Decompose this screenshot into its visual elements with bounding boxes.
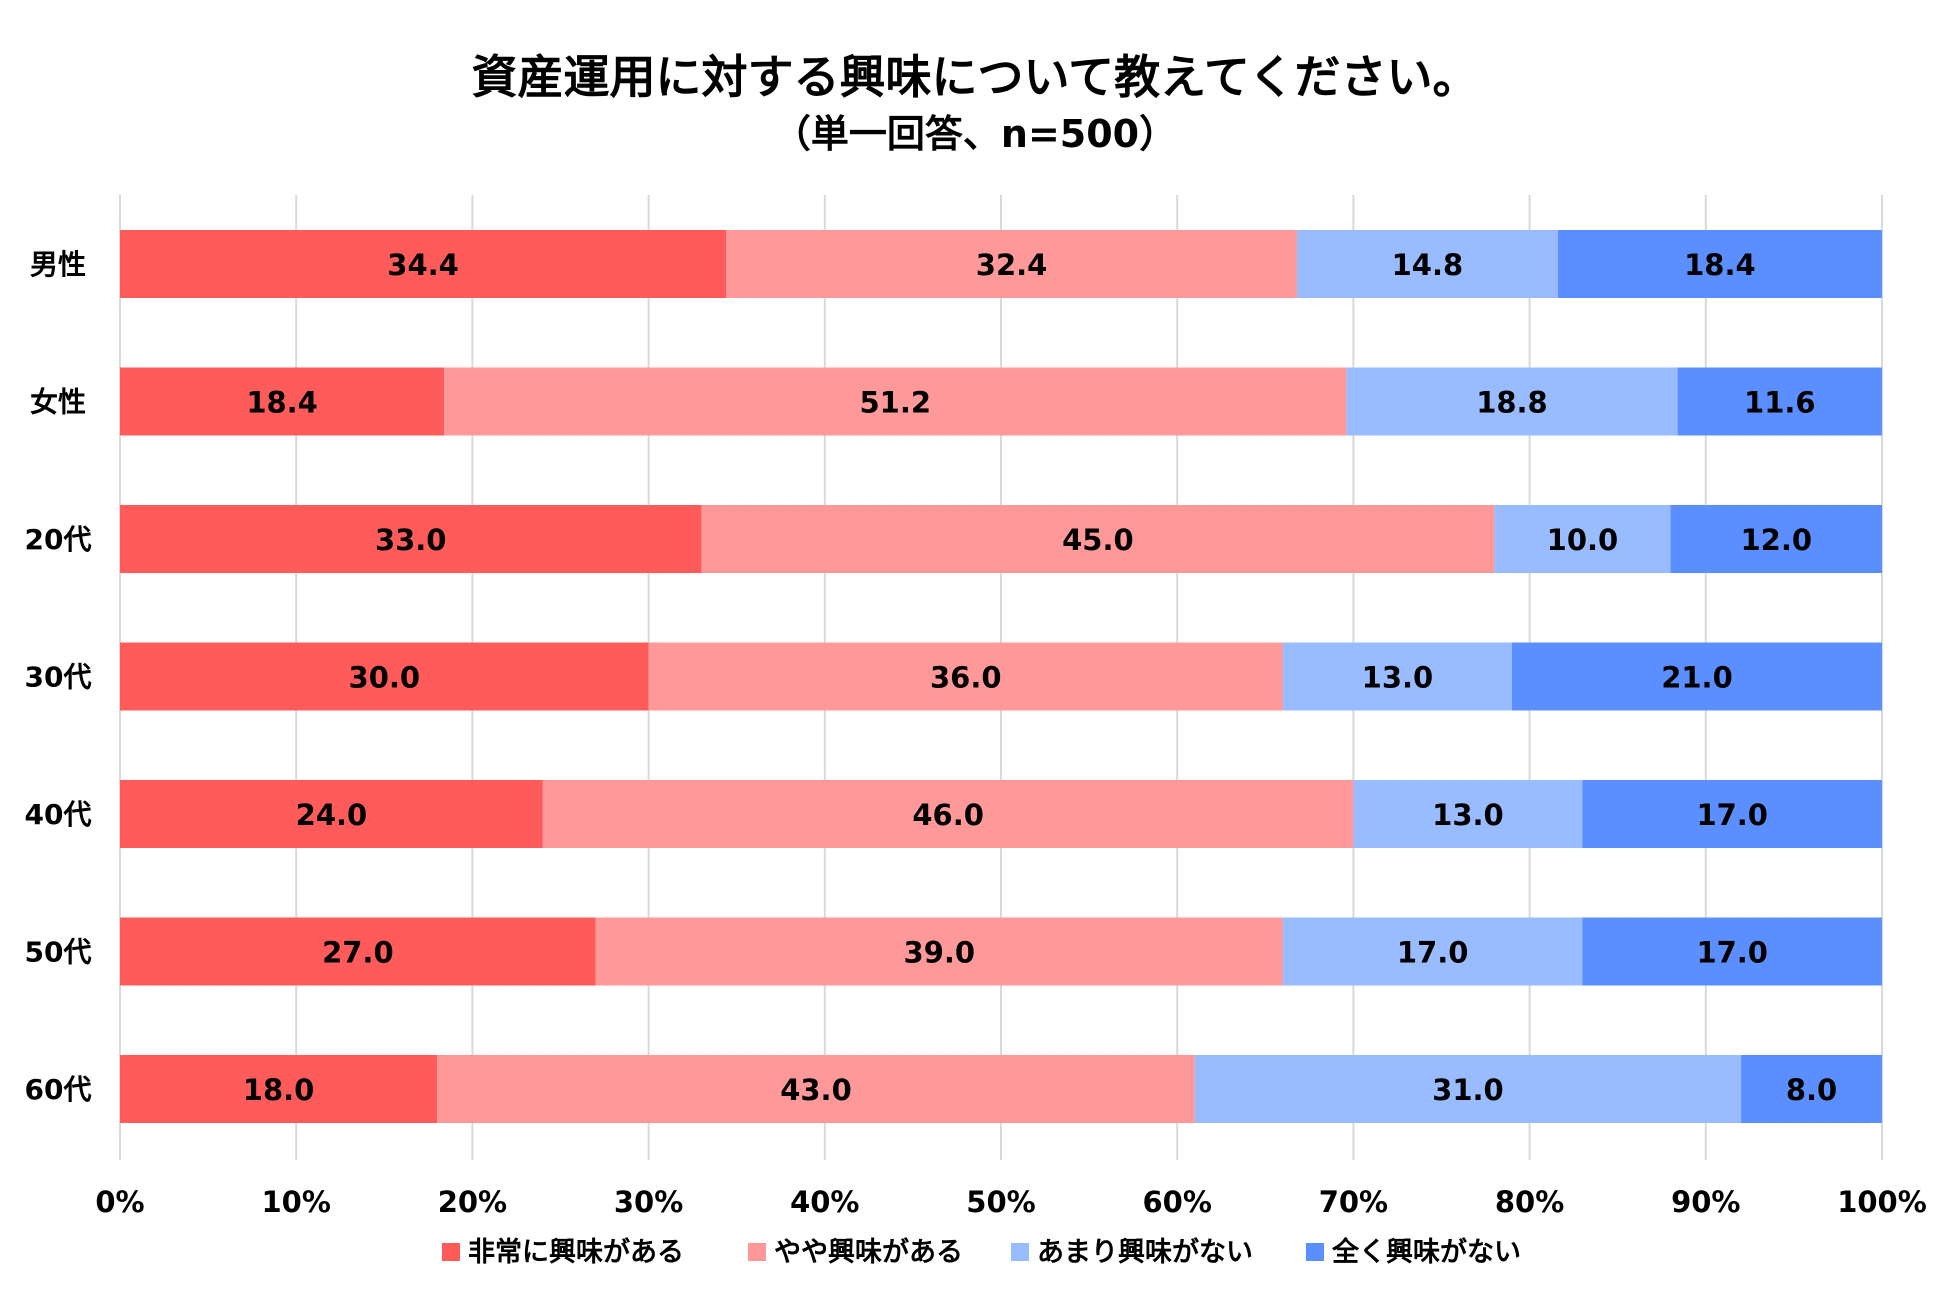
bar-segment: [1741, 1055, 1882, 1123]
x-tick-label: 30%: [614, 1185, 683, 1219]
data-label: 36.0: [930, 661, 1002, 695]
data-label: 18.8: [1476, 386, 1548, 420]
bar-segment: [1511, 642, 1882, 711]
data-label: 10.0: [1547, 523, 1619, 557]
bar-segment: [120, 230, 727, 298]
data-label: 31.0: [1432, 1073, 1504, 1107]
data-label: 14.8: [1392, 248, 1464, 282]
bar-segment: [120, 642, 649, 711]
x-tick-label: 90%: [1671, 1185, 1740, 1219]
bar-segment: [1282, 642, 1512, 711]
category-label: 50代: [25, 936, 92, 969]
bar-segment: [1346, 367, 1678, 436]
data-label: 46.0: [912, 798, 984, 832]
x-tick-label: 50%: [966, 1185, 1035, 1219]
data-label: 12.0: [1740, 523, 1812, 557]
x-tick-label: 0%: [95, 1185, 144, 1219]
legend: 非常に興味がある やや興味がある あまり興味がない 全く興味がない: [442, 1236, 1521, 1268]
data-label: 17.0: [1397, 936, 1469, 970]
category-label: 女性: [30, 386, 86, 419]
bar-segment: [120, 780, 543, 848]
x-tick-label: 20%: [438, 1185, 507, 1219]
bar-segment: [1582, 917, 1882, 986]
x-tick-label: 40%: [790, 1185, 859, 1219]
bar-segment: [437, 1055, 1195, 1123]
data-label: 45.0: [1062, 523, 1134, 557]
bar-segment: [1353, 780, 1583, 848]
data-label: 17.0: [1696, 936, 1768, 970]
data-label: 34.4: [387, 248, 459, 282]
legend-swatch: [1011, 1243, 1029, 1261]
bar-segment: [542, 780, 1354, 848]
bar-segment: [595, 917, 1283, 986]
x-tick-label: 80%: [1495, 1185, 1564, 1219]
legend-swatch: [1306, 1243, 1324, 1261]
data-label: 51.2: [859, 386, 931, 420]
data-label: 33.0: [375, 523, 447, 557]
bar-segment: [1670, 505, 1882, 573]
bar-segment: [1282, 917, 1583, 986]
data-label: 43.0: [780, 1073, 852, 1107]
bar-segment: [120, 917, 596, 986]
data-label: 8.0: [1786, 1073, 1837, 1107]
chart-subtitle: （単一回答、n=500）: [773, 112, 1177, 156]
legend-label: あまり興味がない: [1037, 1236, 1253, 1268]
bar-segment: [726, 230, 1298, 298]
bar-segment: [1557, 230, 1882, 298]
legend-swatch: [442, 1243, 460, 1261]
legend-swatch: [748, 1243, 766, 1261]
chart-title: 資産運用に対する興味について教えてください。: [472, 50, 1479, 104]
bar-segment: [701, 505, 1495, 573]
data-label: 13.0: [1432, 798, 1504, 832]
data-label: 13.0: [1362, 661, 1434, 695]
legend-label: 全く興味がない: [1331, 1236, 1521, 1268]
data-label: 24.0: [296, 798, 368, 832]
bars: 34.4 32.4 14.8 18.4 18.4 51.2 18.8 11.6 33.0 45.0…: [120, 230, 1882, 1123]
bar-segment: [1494, 505, 1671, 573]
bar-segment: [1194, 1055, 1742, 1123]
data-label: 27.0: [322, 936, 394, 970]
category-label: 男性: [30, 248, 86, 281]
data-label: 18.4: [1684, 248, 1756, 282]
x-tick-label: 60%: [1142, 1185, 1211, 1219]
bar-segment: [648, 642, 1283, 711]
category-label: 60代: [25, 1073, 92, 1106]
data-label: 18.0: [243, 1073, 315, 1107]
bar-segment: [120, 505, 702, 573]
data-label: 32.4: [976, 248, 1048, 282]
bar-segment: [120, 367, 445, 436]
category-label: 30代: [25, 661, 92, 694]
data-label: 39.0: [904, 936, 976, 970]
legend-label: やや興味がある: [774, 1236, 963, 1268]
data-label: 11.6: [1744, 386, 1816, 420]
data-label: 30.0: [349, 661, 421, 695]
bar-segment: [1582, 780, 1882, 848]
category-label: 40代: [25, 798, 92, 831]
data-label: 17.0: [1696, 798, 1768, 832]
x-axis-ticks: 0% 10% 20% 30% 40% 50% 60% 70% 80% 90% 100%: [95, 1185, 1926, 1219]
data-label: 18.4: [246, 386, 318, 420]
x-tick-label: 70%: [1319, 1185, 1388, 1219]
category-label: 20代: [25, 523, 92, 556]
x-tick-label: 10%: [261, 1185, 330, 1219]
bar-segment: [1297, 230, 1558, 298]
legend-label: 非常に興味がある: [468, 1236, 684, 1268]
data-label: 21.0: [1661, 661, 1733, 695]
bar-segment: [120, 1055, 438, 1123]
x-tick-label: 100%: [1837, 1185, 1927, 1219]
bar-segment: [444, 367, 1347, 436]
bar-segment: [1677, 367, 1882, 436]
